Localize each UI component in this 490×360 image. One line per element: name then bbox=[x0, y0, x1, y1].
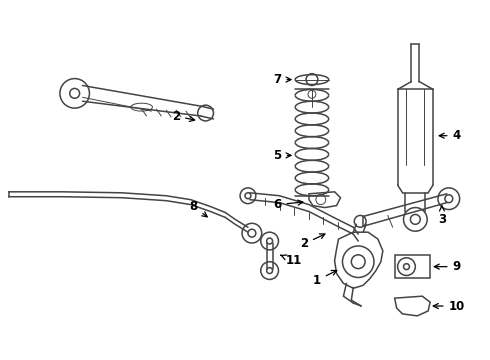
Text: 6: 6 bbox=[273, 198, 303, 211]
Text: 7: 7 bbox=[273, 73, 291, 86]
Text: 2: 2 bbox=[172, 109, 195, 122]
Text: 5: 5 bbox=[273, 149, 291, 162]
Text: 8: 8 bbox=[190, 200, 207, 217]
Text: 3: 3 bbox=[438, 206, 446, 226]
Text: 2: 2 bbox=[300, 234, 325, 251]
Text: 11: 11 bbox=[281, 254, 302, 267]
Text: 10: 10 bbox=[433, 300, 465, 312]
Text: 9: 9 bbox=[434, 260, 461, 273]
Text: 1: 1 bbox=[313, 270, 337, 287]
Text: 4: 4 bbox=[439, 129, 461, 142]
